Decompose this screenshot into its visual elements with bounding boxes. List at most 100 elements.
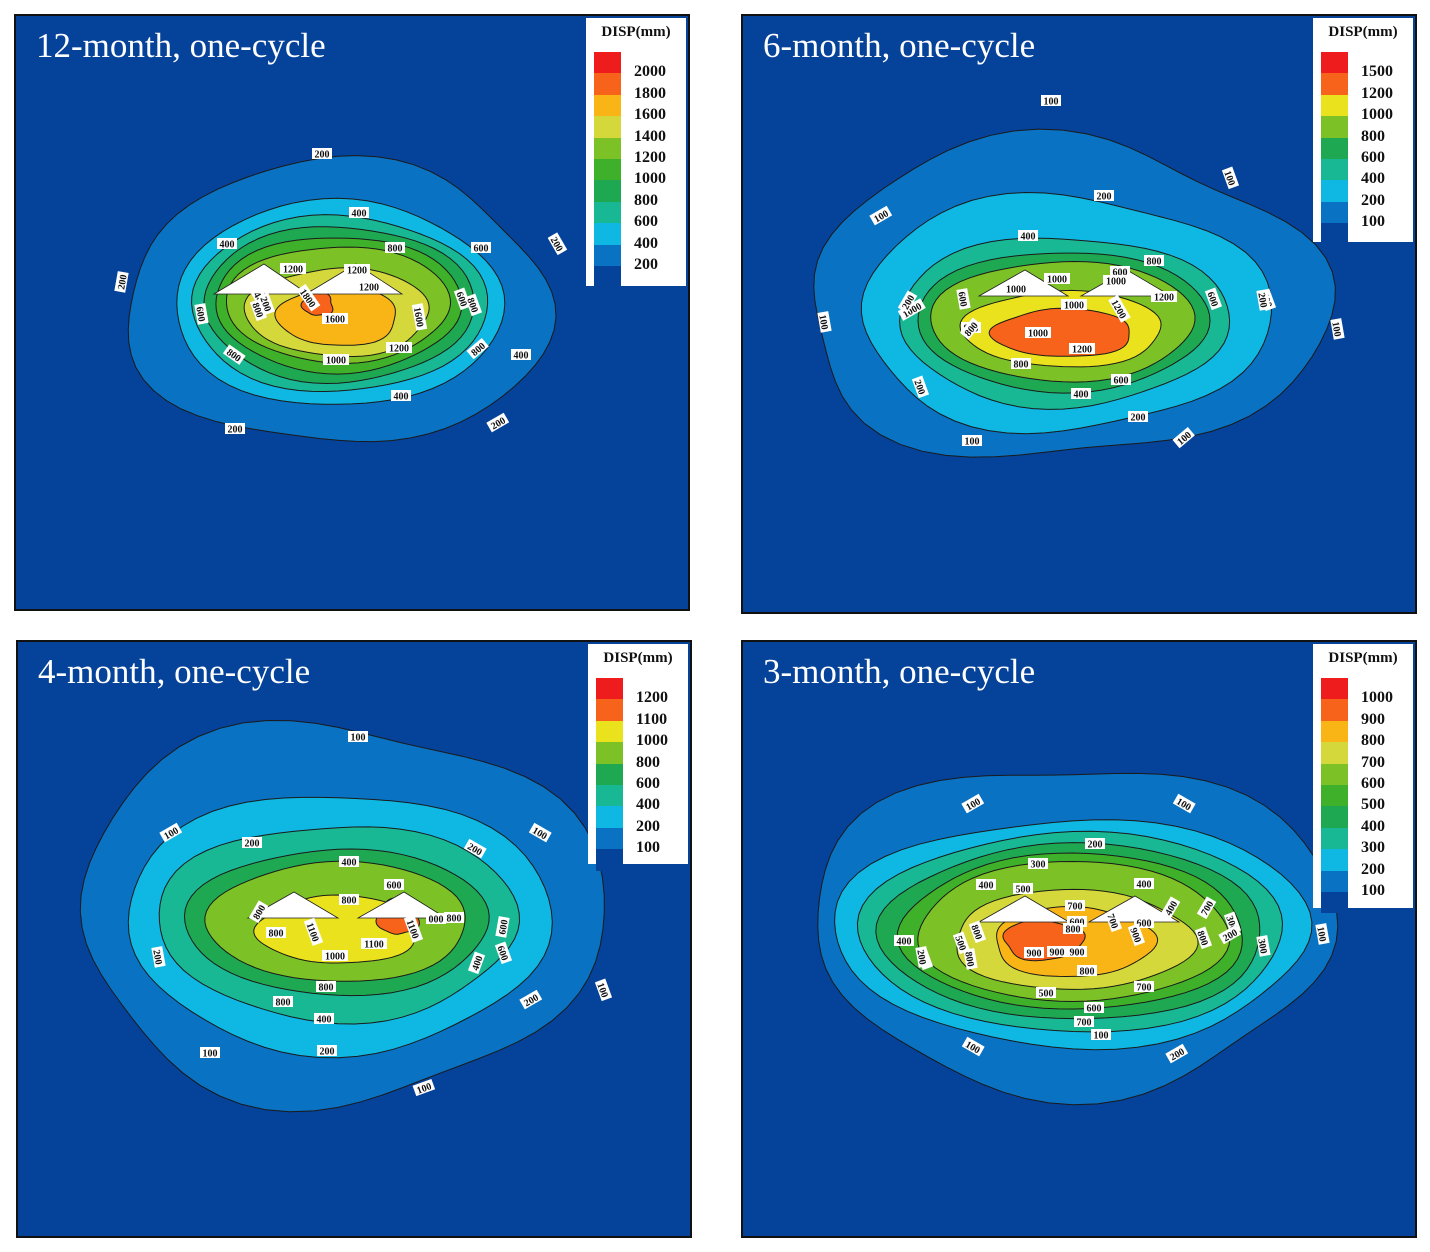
contour-label-text: 200 [116, 274, 129, 291]
contour-label-bg [194, 303, 209, 325]
contour-label-bg [1061, 299, 1087, 310]
contour-label-text: 200 [320, 1047, 335, 1058]
contour-label-bg [869, 205, 893, 226]
contour-label-text: 600 [1113, 268, 1128, 279]
contour-label-text: 1000 [1028, 329, 1048, 340]
contour-label-bg [273, 996, 293, 1007]
contour-label-text: 800 [968, 923, 983, 941]
contour-label-bg [976, 879, 996, 890]
legend-title: DISP(mm) [1328, 650, 1398, 666]
contour-label-text: 700 [1137, 983, 1152, 994]
contour-label-bg [412, 1078, 436, 1097]
contour-label-text: 100 [1094, 1031, 1109, 1042]
contour-label-bg [495, 916, 510, 938]
contour-label: 800 [1011, 358, 1031, 371]
contour-label-bg [1144, 255, 1164, 266]
contour-label-bg [1108, 294, 1131, 323]
contour-label: 400 [1071, 388, 1091, 401]
contour-label: 600 [1111, 374, 1131, 387]
contour-label-bg [1028, 858, 1048, 869]
contour-label-bg [894, 935, 914, 946]
legend-swatch [594, 244, 621, 266]
contour-label-bg [385, 242, 405, 253]
contour-label-bg [303, 917, 324, 946]
legend-swatch [594, 180, 621, 202]
legend-swatch [596, 849, 623, 871]
legend-value: 100 [1361, 882, 1385, 899]
legend-value: 600 [1361, 775, 1385, 792]
contour-label-bg [463, 838, 487, 859]
contour-label: 800 [339, 894, 359, 907]
contour-label-bg [257, 292, 276, 316]
contour-label-bg [200, 1047, 220, 1058]
legend-swatch [1321, 180, 1348, 202]
contour-label-bg [1204, 287, 1223, 311]
contour-label-text: 100 [965, 437, 980, 448]
contour-label-text: 500 [1039, 989, 1054, 1000]
contour-label: 1100 [361, 938, 387, 951]
contour-label-bg [956, 288, 971, 310]
legend-swatch [1321, 720, 1348, 743]
contour-label-text: 100 [351, 733, 366, 744]
contour-label-text: 100 [1044, 97, 1059, 108]
contour-label: 800 [316, 981, 336, 994]
contour-label-text: 000 [429, 915, 444, 926]
contour-label-text: 400 [979, 881, 994, 892]
contour-label-bg [511, 349, 531, 360]
contour-label-bg [1091, 1029, 1111, 1040]
contour-label-text: 1000 [1064, 301, 1084, 312]
contour-label: 1200 [356, 281, 382, 294]
contour-label-bg [519, 989, 543, 1010]
legend-swatch [1321, 870, 1348, 892]
contour-label-bg [1063, 923, 1083, 934]
contour-label: 1200 [344, 264, 370, 277]
contour-panel-4-month: 100 100 100 200 200 400 600 800 800 800 1100 1100 11… [16, 640, 692, 1238]
contour-label-text: 200 [1131, 413, 1146, 424]
contour-label-text: 400 [220, 240, 235, 251]
contour-label-bg [339, 894, 359, 905]
contour-label-bg [242, 837, 262, 848]
contour-label-text: 400 [514, 351, 529, 362]
contour-label-bg [1160, 896, 1181, 920]
legend-swatch [1321, 849, 1348, 871]
contour-label-text: 800 [319, 983, 334, 994]
contour-label-bg [486, 412, 510, 433]
contour-label-bg [249, 298, 268, 322]
contour-label: 900 [1127, 923, 1146, 947]
legend-swatch [596, 720, 623, 743]
contour-label-bg [222, 344, 246, 365]
contour-label-text: 1000 [1047, 275, 1067, 286]
contour-label-bg [344, 264, 370, 275]
contour-label-bg [1128, 411, 1148, 422]
legend-swatch [1321, 742, 1348, 764]
contour-label-text: 600 [497, 919, 510, 936]
legend-value: 1000 [1361, 689, 1393, 707]
contour-label: 400 [894, 935, 914, 948]
contour-label-bg [471, 242, 491, 253]
legend-swatch [1321, 699, 1348, 721]
contour-panel-12-month: 200 400 400 800 600 200 200 1200 1200 1200 1800 160… [14, 14, 690, 611]
contour-label-bg [348, 731, 368, 742]
contour-label-bg [1256, 935, 1271, 957]
legend-value: 200 [1361, 860, 1385, 878]
color-legend: DISP(mm) 1500 1200 1000 800 600 400 200 100 [1313, 18, 1413, 245]
contour-label-text: 100 [415, 1081, 433, 1096]
legend-value: 400 [634, 234, 658, 252]
contour-label-bg [316, 981, 336, 992]
contour-label-bg [1110, 266, 1130, 277]
contour-label-text: 800 [962, 951, 975, 968]
contour-label-text: 1200 [1072, 345, 1092, 356]
contour-label-bg [952, 931, 971, 955]
legend-value: 800 [636, 753, 660, 771]
contour-label: 1200 [1069, 343, 1095, 356]
contour-label-text: 600 [1114, 376, 1129, 387]
contour-label-bg [1041, 95, 1061, 106]
color-legend: DISP(mm) 2000 1800 1600 1400 1200 1000 800 600 4… [586, 18, 686, 288]
contour-label-text: 400 [342, 858, 357, 869]
contour-label: 100 [1329, 318, 1345, 340]
contour-label-text: 800 [1080, 967, 1095, 978]
legend-value: 200 [1361, 191, 1385, 209]
contour-label: 400 [314, 1013, 334, 1026]
